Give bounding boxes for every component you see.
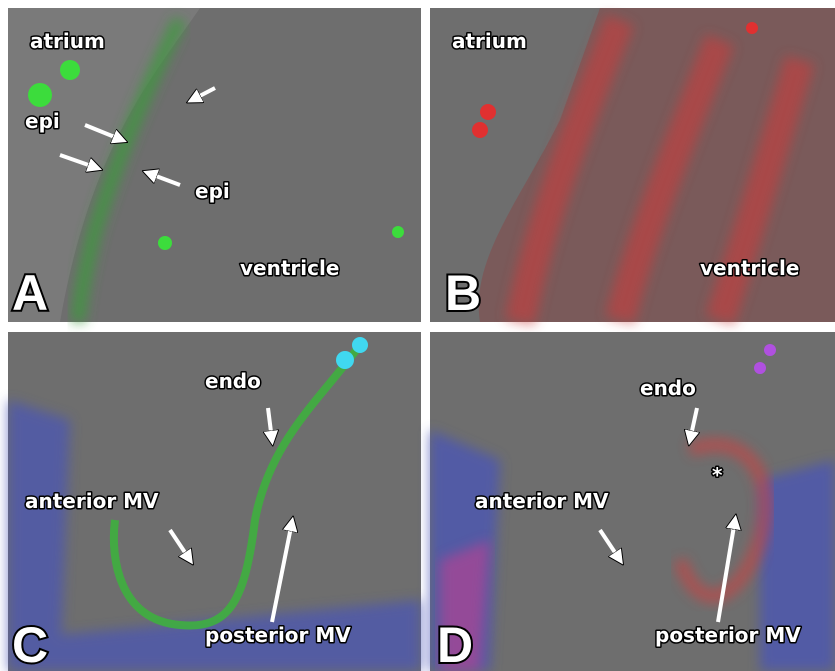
label: epi	[195, 179, 230, 203]
label: atrium	[452, 29, 527, 53]
label: endo	[205, 369, 261, 393]
label: ventricle	[700, 256, 799, 280]
label: posterior MV	[655, 623, 801, 647]
panel-c: endo anterior MV posterior MV C	[8, 332, 421, 671]
panel-b: atrium ventricle B	[430, 8, 835, 322]
label: anterior MV	[25, 489, 159, 513]
label: anterior MV	[475, 489, 609, 513]
panel-d: endo * anterior MV posterior MV D	[430, 332, 835, 671]
figure: atrium epi epi ventricle A atrium ventri…	[0, 0, 835, 671]
panel-letter: C	[12, 617, 48, 671]
label: posterior MV	[205, 623, 351, 647]
panel-letter: A	[12, 265, 48, 321]
label: atrium	[30, 29, 105, 53]
label: *	[712, 463, 723, 487]
label: epi	[25, 109, 60, 133]
panel-a: atrium epi epi ventricle A	[8, 8, 421, 322]
label: ventricle	[240, 256, 339, 280]
label: endo	[640, 376, 696, 400]
panel-letter: B	[445, 265, 481, 321]
panel-letter: D	[437, 617, 473, 671]
